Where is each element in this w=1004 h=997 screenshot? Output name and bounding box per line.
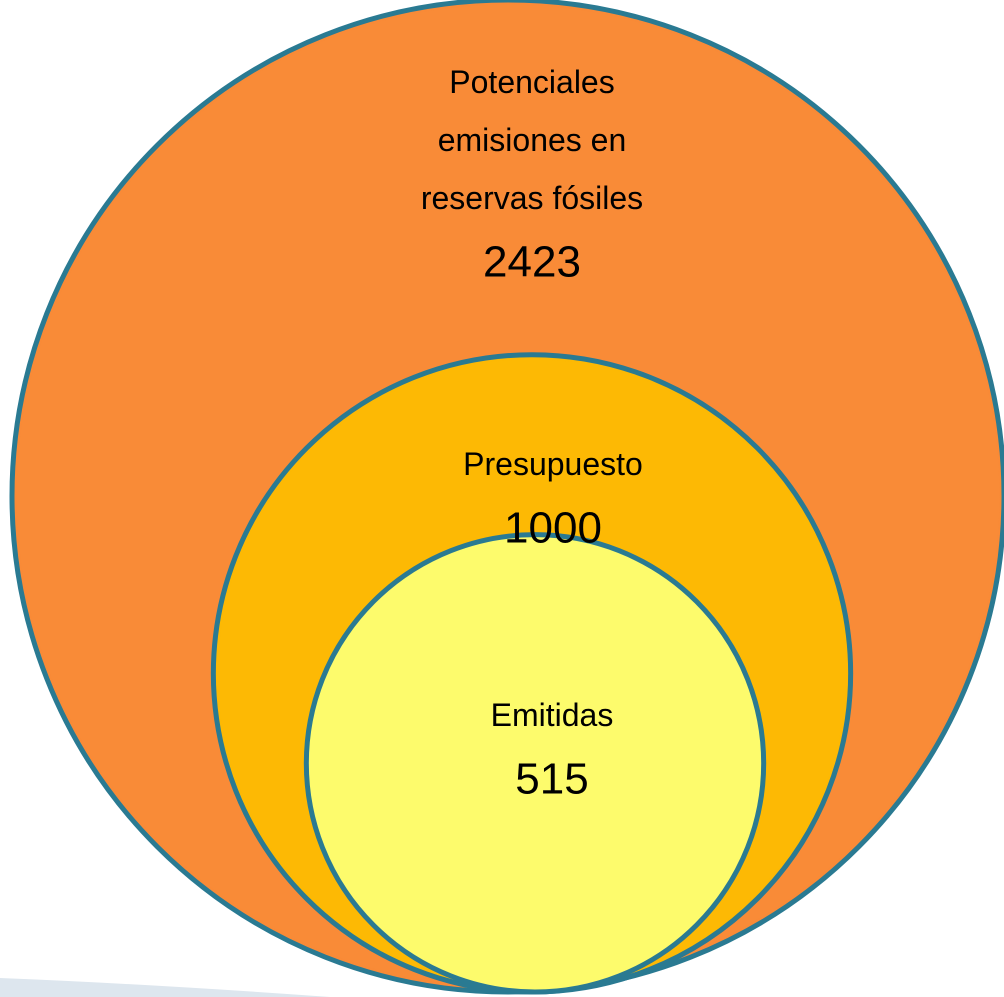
circle-label: Emitidas [491,697,614,733]
circle-label: Potenciales emisiones en reservas fósiles [421,64,643,216]
circle-value: 2423 [483,238,581,287]
label-line: reservas fósiles [421,180,643,216]
label-line: emisiones en [438,122,627,158]
label-line: Emitidas [491,697,614,733]
circle-value: 515 [515,755,588,804]
circle [303,532,767,995]
background-band [0,978,330,997]
circle-inner-rim [309,538,761,989]
label-line: Potenciales [449,64,614,100]
circle-value: 1000 [504,504,602,553]
circle-label: Presupuesto [463,446,643,482]
label-line: Presupuesto [463,446,643,482]
